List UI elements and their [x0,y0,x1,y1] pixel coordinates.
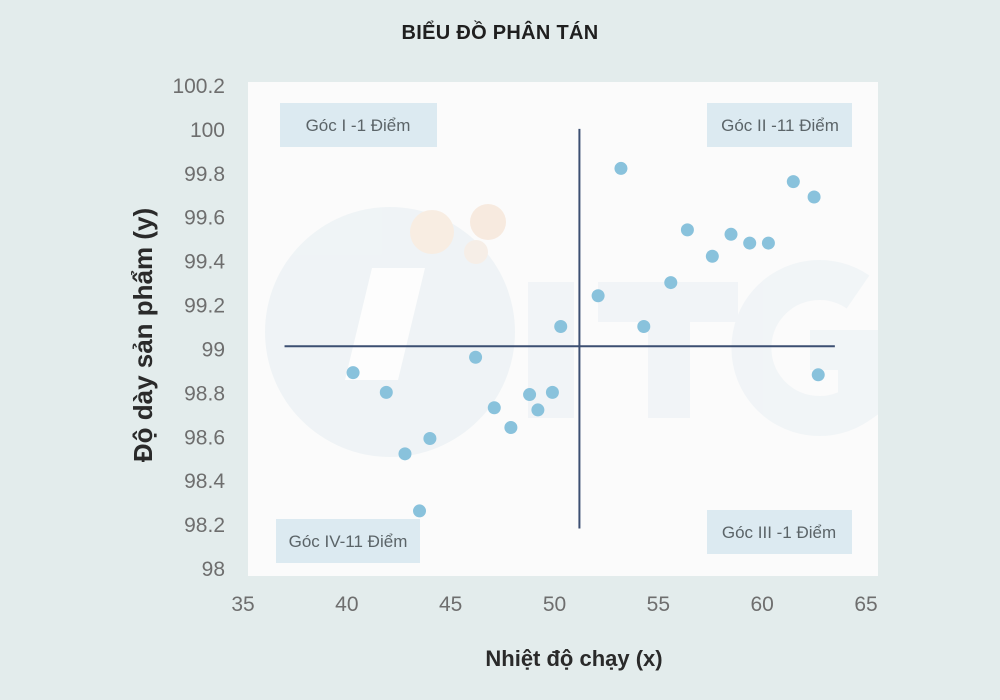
data-points [346,161,825,518]
y-tick-label: 100 [190,119,225,142]
data-point [379,385,393,399]
data-point [545,385,559,399]
data-point [637,320,651,333]
quadrant-label-box-top-right [707,103,852,147]
quadrant-label-bottom-left: Góc IV-11 Điểm [289,532,408,551]
x-tick-label: 60 [750,593,773,616]
x-axis-title: Nhiệt độ chạy (x) [485,646,662,671]
y-tick-label: 99.8 [184,163,225,186]
data-point [705,249,719,263]
quadrant-label-box-top-left [280,103,437,147]
data-point [591,289,605,303]
y-tick-label: 98 [202,558,225,581]
y-tick-label: 98.6 [184,426,225,449]
x-tick-label: 50 [543,593,566,616]
chart-title: BIỂU ĐỒ PHÂN TÁN [401,22,599,44]
y-tick-label: 99.6 [184,207,225,230]
data-point [724,227,738,241]
x-tick-label: 45 [439,593,462,616]
y-tick-labels: 98 98.2 98.4 98.6 98.8 99 99.2 99.4 99.6 99.8 100 1… [172,75,225,581]
data-point [398,447,412,461]
data-point [786,175,800,189]
watermark-logo [265,204,878,457]
data-point [680,223,694,237]
x-tick-labels: 35 40 45 50 55 60 65 [231,593,877,616]
data-point [413,504,427,518]
x-tick-label: 35 [231,593,254,616]
quadrant-label-top-right: Góc II -11 Điểm [721,116,839,135]
y-tick-label: 99 [202,338,225,361]
data-point [469,350,483,364]
quadrant-label-box-bottom-left [276,519,420,563]
y-tick-label: 99.4 [184,251,225,274]
quadrant-label-bottom-right: Góc III -1 Điểm [722,523,836,542]
quadrant-label-top-left: Góc I -1 Điểm [306,116,411,135]
x-tick-label: 65 [854,593,877,616]
data-point [487,401,501,415]
data-point [811,368,825,382]
data-point [423,431,437,445]
data-point [504,420,518,434]
data-point [664,276,678,290]
data-point [743,236,757,250]
x-tick-label: 55 [647,593,670,616]
y-tick-label: 100.2 [172,75,225,98]
data-point [554,320,568,333]
data-point [761,236,775,250]
quadrant-label-box-bottom-right [707,510,852,554]
y-axis-title: Độ dày sản phẩm (y) [128,208,158,462]
y-tick-label: 98.8 [184,382,225,405]
y-tick-label: 98.2 [184,514,225,537]
data-point [807,190,821,204]
x-tick-label: 40 [335,593,358,616]
y-tick-label: 99.2 [184,295,225,318]
data-point [346,366,360,380]
reference-lines [284,128,835,529]
data-point [614,161,628,175]
data-point [523,388,537,402]
data-point [531,403,545,417]
y-tick-label: 98.4 [184,470,225,493]
